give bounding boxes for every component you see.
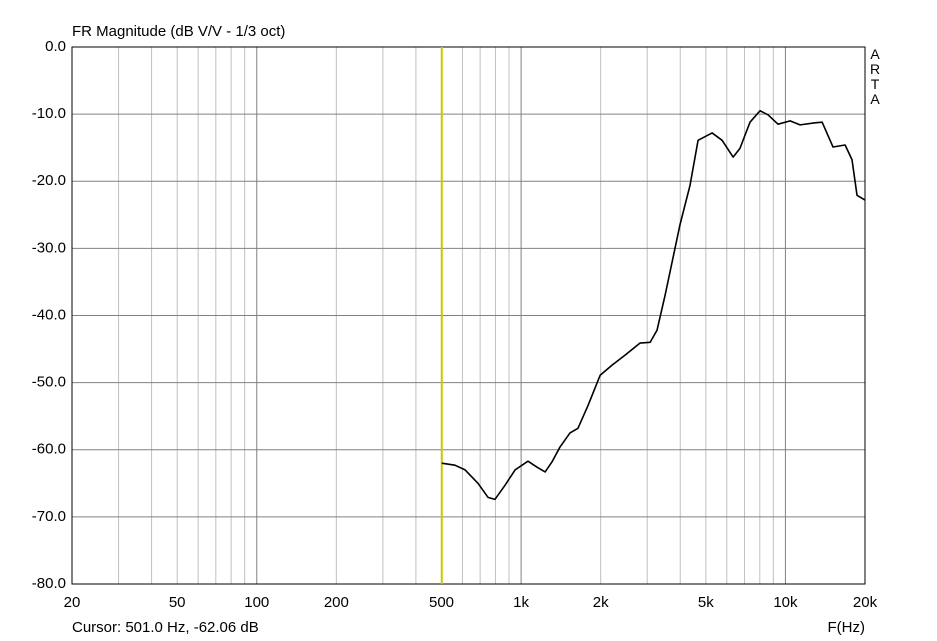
brand: ARTA (869, 46, 881, 107)
y-tick-label: -80.0 (32, 575, 66, 592)
y-tick-label: -10.0 (32, 105, 66, 122)
x-tick-label: 100 (244, 594, 269, 611)
chart-title: FR Magnitude (dB V/V - 1/3 oct) (72, 23, 285, 40)
y-tick-label: 0.0 (45, 38, 66, 55)
y-tick-label: -20.0 (32, 172, 66, 189)
y-tick-label: -50.0 (32, 374, 66, 391)
cursor-readout: Cursor: 501.0 Hz, -62.06 dB (72, 619, 259, 636)
y-tick-label: -70.0 (32, 508, 66, 525)
x-tick-label: 10k (773, 594, 798, 611)
response-curve (441, 109, 866, 501)
x-tick-label: 20 (64, 594, 81, 611)
x-tick-label: 5k (698, 594, 714, 611)
x-tick-label: 20k (853, 594, 878, 611)
x-tick-label: 50 (169, 594, 186, 611)
x-tick-label: 500 (429, 594, 454, 611)
plot-frame (71, 46, 866, 585)
x-axis-label: F(Hz) (828, 619, 866, 636)
x-tick-label: 2k (593, 594, 609, 611)
x-tick-label: 200 (324, 594, 349, 611)
y-tick-label: -30.0 (32, 239, 66, 256)
y-tick-label: -60.0 (32, 441, 66, 458)
y-tick-label: -40.0 (32, 306, 66, 323)
x-tick-label: 1k (513, 594, 529, 611)
